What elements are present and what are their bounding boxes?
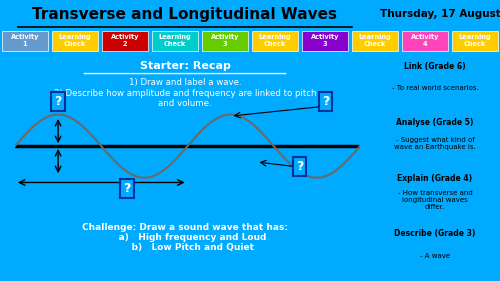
Text: Activity
4: Activity 4: [411, 35, 440, 47]
Text: - Suggest what kind of
wave an Earthquake is.: - Suggest what kind of wave an Earthquak…: [394, 137, 476, 150]
Text: Analyse (Grade 5): Analyse (Grade 5): [396, 118, 473, 127]
Text: Starter: Recap: Starter: Recap: [140, 61, 230, 71]
Text: Activity
1: Activity 1: [11, 35, 39, 47]
Text: - To real world scenarios.: - To real world scenarios.: [392, 85, 478, 91]
FancyBboxPatch shape: [452, 31, 498, 51]
Text: Thursday, 17 August 2017: Thursday, 17 August 2017: [380, 9, 500, 19]
FancyBboxPatch shape: [202, 31, 248, 51]
Text: ?: ?: [296, 160, 304, 173]
Text: Learning
Check: Learning Check: [258, 35, 292, 47]
Text: ?: ?: [124, 182, 131, 195]
FancyBboxPatch shape: [352, 31, 398, 51]
FancyBboxPatch shape: [102, 31, 148, 51]
Text: Learning
Check: Learning Check: [358, 35, 392, 47]
FancyBboxPatch shape: [52, 31, 98, 51]
Text: Link (Grade 6): Link (Grade 6): [404, 62, 466, 71]
FancyBboxPatch shape: [2, 31, 48, 51]
Text: Explain (Grade 4): Explain (Grade 4): [398, 174, 472, 183]
Text: Activity
3: Activity 3: [311, 35, 339, 47]
Text: Challenge: Draw a sound wave that has:
     a)   High frequency and Loud
     b): Challenge: Draw a sound wave that has: a…: [82, 223, 288, 252]
Text: 1) Draw and label a wave.
2) Describe how amplitude and frequency are linked to : 1) Draw and label a wave. 2) Describe ho…: [54, 78, 316, 108]
Text: Learning
Check: Learning Check: [158, 35, 192, 47]
Text: Transverse and Longitudinal Waves: Transverse and Longitudinal Waves: [32, 7, 338, 22]
Text: Activity
2: Activity 2: [111, 35, 139, 47]
FancyBboxPatch shape: [152, 31, 198, 51]
Text: - How transverse and
longitudinal waves
differ.: - How transverse and longitudinal waves …: [398, 190, 472, 210]
Text: Learning
Check: Learning Check: [58, 35, 92, 47]
FancyBboxPatch shape: [402, 31, 448, 51]
Text: - A wave: - A wave: [420, 253, 450, 259]
Text: ?: ?: [54, 95, 62, 108]
Text: Describe (Grade 3): Describe (Grade 3): [394, 229, 475, 238]
Text: ?: ?: [322, 95, 329, 108]
Text: Learning
Check: Learning Check: [458, 35, 492, 47]
FancyBboxPatch shape: [302, 31, 348, 51]
Text: Activity
3: Activity 3: [211, 35, 240, 47]
FancyBboxPatch shape: [252, 31, 298, 51]
